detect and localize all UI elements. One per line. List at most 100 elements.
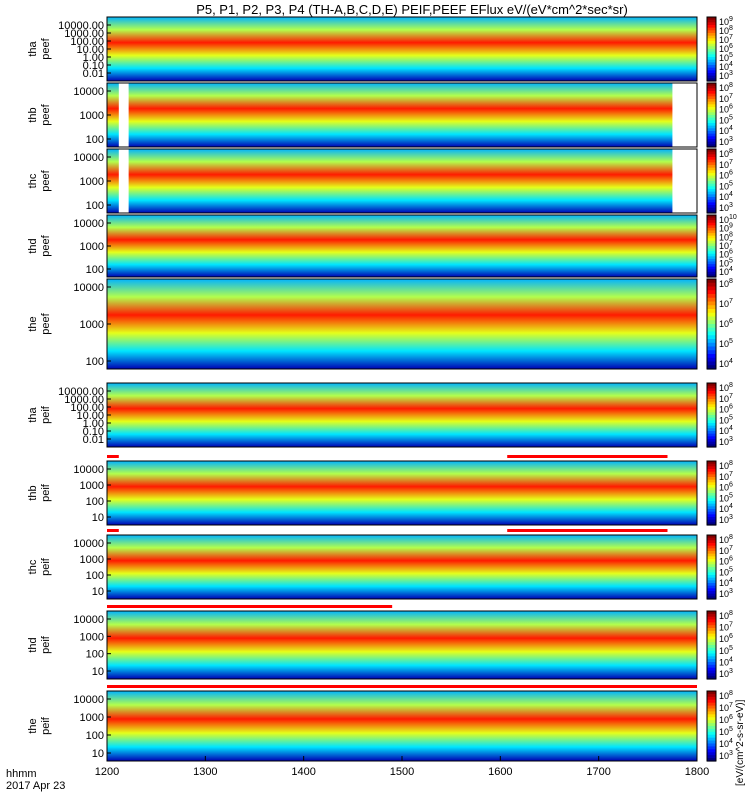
colorbar-swatch (707, 233, 716, 237)
colorbar-swatch (707, 22, 716, 26)
flag-bar-bg (107, 604, 697, 609)
colorbar-swatch (707, 616, 716, 621)
colorbar-swatch (707, 417, 716, 421)
colorbar-swatch (707, 569, 716, 573)
colorbar-tick-label: 108 (719, 148, 733, 159)
colorbar-swatch (707, 109, 716, 113)
y-tick-label: 10.00 (76, 410, 104, 422)
colorbar-tick-label: 106 (719, 714, 733, 725)
colorbar-tick-label: 106 (719, 249, 733, 260)
colorbar-swatch (707, 596, 716, 600)
colorbar-swatch (707, 404, 716, 408)
panel-label-line2: peef (40, 103, 52, 125)
colorbar-swatch (707, 365, 716, 370)
panel-label-line1: thc (27, 559, 39, 574)
y-tick-label: 10.00 (76, 44, 104, 56)
colorbar-swatch (707, 205, 716, 209)
colorbar-swatch (707, 253, 716, 257)
colorbar-swatch (707, 85, 716, 89)
colorbar-swatch (707, 409, 716, 413)
colorbar-tick-label: 108 (719, 690, 733, 701)
colorbar-swatch (707, 173, 716, 177)
colorbar-swatch (707, 743, 716, 748)
figure-title: P5, P1, P2, P3, P4 (TH-A,B,C,D,E) PEIF,P… (196, 2, 628, 17)
colorbar-swatch (707, 636, 716, 640)
colorbar-tick-label: 107 (719, 622, 733, 633)
y-tick-label: 100 (86, 649, 104, 661)
colorbar-swatch (707, 749, 716, 753)
colorbar-swatch (707, 659, 716, 663)
colorbar-swatch (707, 104, 716, 108)
colorbar-swatch (707, 320, 716, 325)
y-tick-label: 1000 (80, 631, 104, 643)
colorbar-swatch (707, 202, 716, 206)
panel-stack: 10000.001000.00100.0010.001.000.100.01th… (27, 16, 737, 762)
colorbar-tick-label: 108 (719, 534, 733, 545)
colorbar-swatch (707, 622, 716, 626)
colorbar-swatch (707, 324, 716, 329)
colorbar-swatch (707, 746, 716, 750)
panel-label-line1: thb (27, 485, 39, 500)
colorbar-swatch (707, 197, 716, 201)
colorbar-swatch (707, 312, 716, 318)
y-tick-label: 1000 (80, 480, 104, 492)
y-tick-label: 1000 (80, 319, 104, 331)
colorbar-swatch (707, 107, 716, 111)
colorbar-swatch (707, 441, 716, 445)
y-tick-label: 10000 (73, 694, 104, 706)
colorbar-swatch (707, 487, 716, 491)
panel-label-line2: peif (40, 483, 52, 502)
colorbar-tick-label: 108 (719, 460, 733, 471)
x-axis-footer-label: hhmm (6, 768, 37, 780)
colorbar-swatch (707, 611, 716, 615)
colorbar-frame (706, 16, 717, 82)
y-tick-label: 100 (86, 570, 104, 582)
colorbar-swatch (707, 93, 716, 97)
colorbar-swatch (707, 650, 716, 655)
panel-label-the-peef: the peef (27, 312, 52, 334)
colorbar-tick-label: 104 (719, 425, 733, 436)
colorbar-swatch (707, 309, 716, 314)
x-axis: 1200 1300 1400 1500 1600 1700 1800 (95, 756, 709, 778)
colorbar-swatch (707, 613, 716, 618)
y-tick-label: 10000 (73, 538, 104, 550)
colorbar-swatch (707, 667, 716, 672)
colorbar-swatch (707, 27, 716, 31)
y-tick-label: 0.10 (83, 60, 104, 72)
flag-segment-0 (107, 455, 119, 458)
colorbar-swatch (707, 439, 716, 443)
colorbar-swatch (707, 59, 716, 63)
colorbar-swatch (707, 431, 716, 435)
panel-label-line1: tha (27, 406, 39, 422)
colorbar-swatch (707, 75, 716, 79)
colorbar-swatch (707, 479, 716, 483)
colorbar-swatch (707, 433, 716, 437)
colorbar-swatch (707, 101, 716, 105)
colorbar-tick-label: 103 (719, 136, 733, 147)
flag-bar-bg (107, 528, 697, 533)
y-tick-label: 10000 (73, 152, 104, 164)
y-tick-label: 1.00 (83, 418, 104, 430)
colorbar-swatch (707, 591, 716, 595)
colorbar-swatch (707, 535, 716, 539)
colorbar-swatch (707, 128, 716, 132)
flag-bar-bg (107, 454, 697, 459)
colorbar-tick-label: 108 (719, 231, 733, 242)
colorbar-swatch (707, 339, 716, 344)
flag-segment-1 (507, 455, 668, 458)
colorbar-swatch (707, 139, 716, 143)
colorbar-swatch (707, 57, 716, 61)
colorbar-swatch (707, 123, 716, 127)
colorbar-swatch (707, 43, 716, 47)
y-tick-label: 1.00 (83, 52, 104, 64)
colorbar-swatch (707, 511, 716, 515)
colorbar-swatch (707, 91, 716, 95)
colorbar-swatch (707, 388, 716, 392)
x-tick-label: 1400 (291, 766, 315, 778)
colorbar-swatch (707, 316, 716, 321)
y-tick-label: 100.00 (70, 36, 104, 48)
y-tick-label: 1000 (80, 241, 104, 253)
y-tick-label: 0.10 (83, 426, 104, 438)
